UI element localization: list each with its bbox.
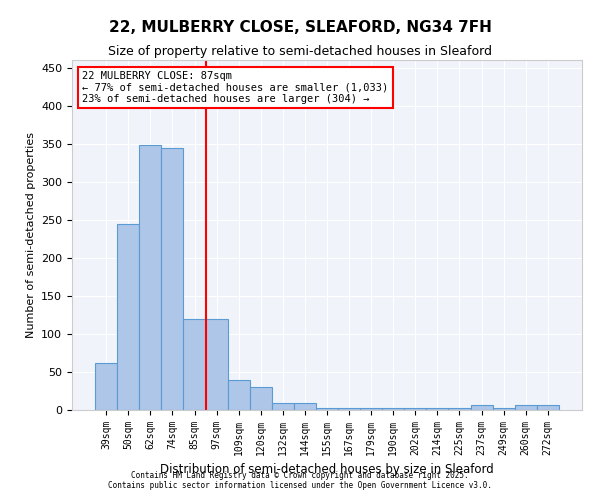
Bar [206, 318, 227, 410]
Y-axis label: Number of semi-detached properties: Number of semi-detached properties [26, 132, 35, 338]
Bar [338, 408, 360, 410]
Text: Contains HM Land Registry data © Crown copyright and database right 2025.
Contai: Contains HM Land Registry data © Crown c… [108, 470, 492, 490]
Bar [316, 408, 338, 410]
Text: Size of property relative to semi-detached houses in Sleaford: Size of property relative to semi-detach… [108, 45, 492, 58]
Bar [139, 145, 161, 410]
Bar [227, 380, 250, 410]
Bar [272, 403, 294, 410]
Text: 22 MULBERRY CLOSE: 87sqm
← 77% of semi-detached houses are smaller (1,033)
23% o: 22 MULBERRY CLOSE: 87sqm ← 77% of semi-d… [82, 71, 388, 104]
Bar [95, 363, 117, 410]
Bar [404, 408, 427, 410]
Bar [161, 148, 184, 410]
Bar [470, 406, 493, 410]
X-axis label: Distribution of semi-detached houses by size in Sleaford: Distribution of semi-detached houses by … [160, 464, 494, 476]
Bar [360, 408, 382, 410]
Bar [515, 406, 537, 410]
Bar [294, 403, 316, 410]
Bar [382, 408, 404, 410]
Bar [250, 387, 272, 410]
Bar [493, 408, 515, 410]
Bar [427, 408, 448, 410]
Bar [537, 406, 559, 410]
Text: 22, MULBERRY CLOSE, SLEAFORD, NG34 7FH: 22, MULBERRY CLOSE, SLEAFORD, NG34 7FH [109, 20, 491, 35]
Bar [448, 408, 470, 410]
Bar [117, 224, 139, 410]
Bar [184, 318, 206, 410]
